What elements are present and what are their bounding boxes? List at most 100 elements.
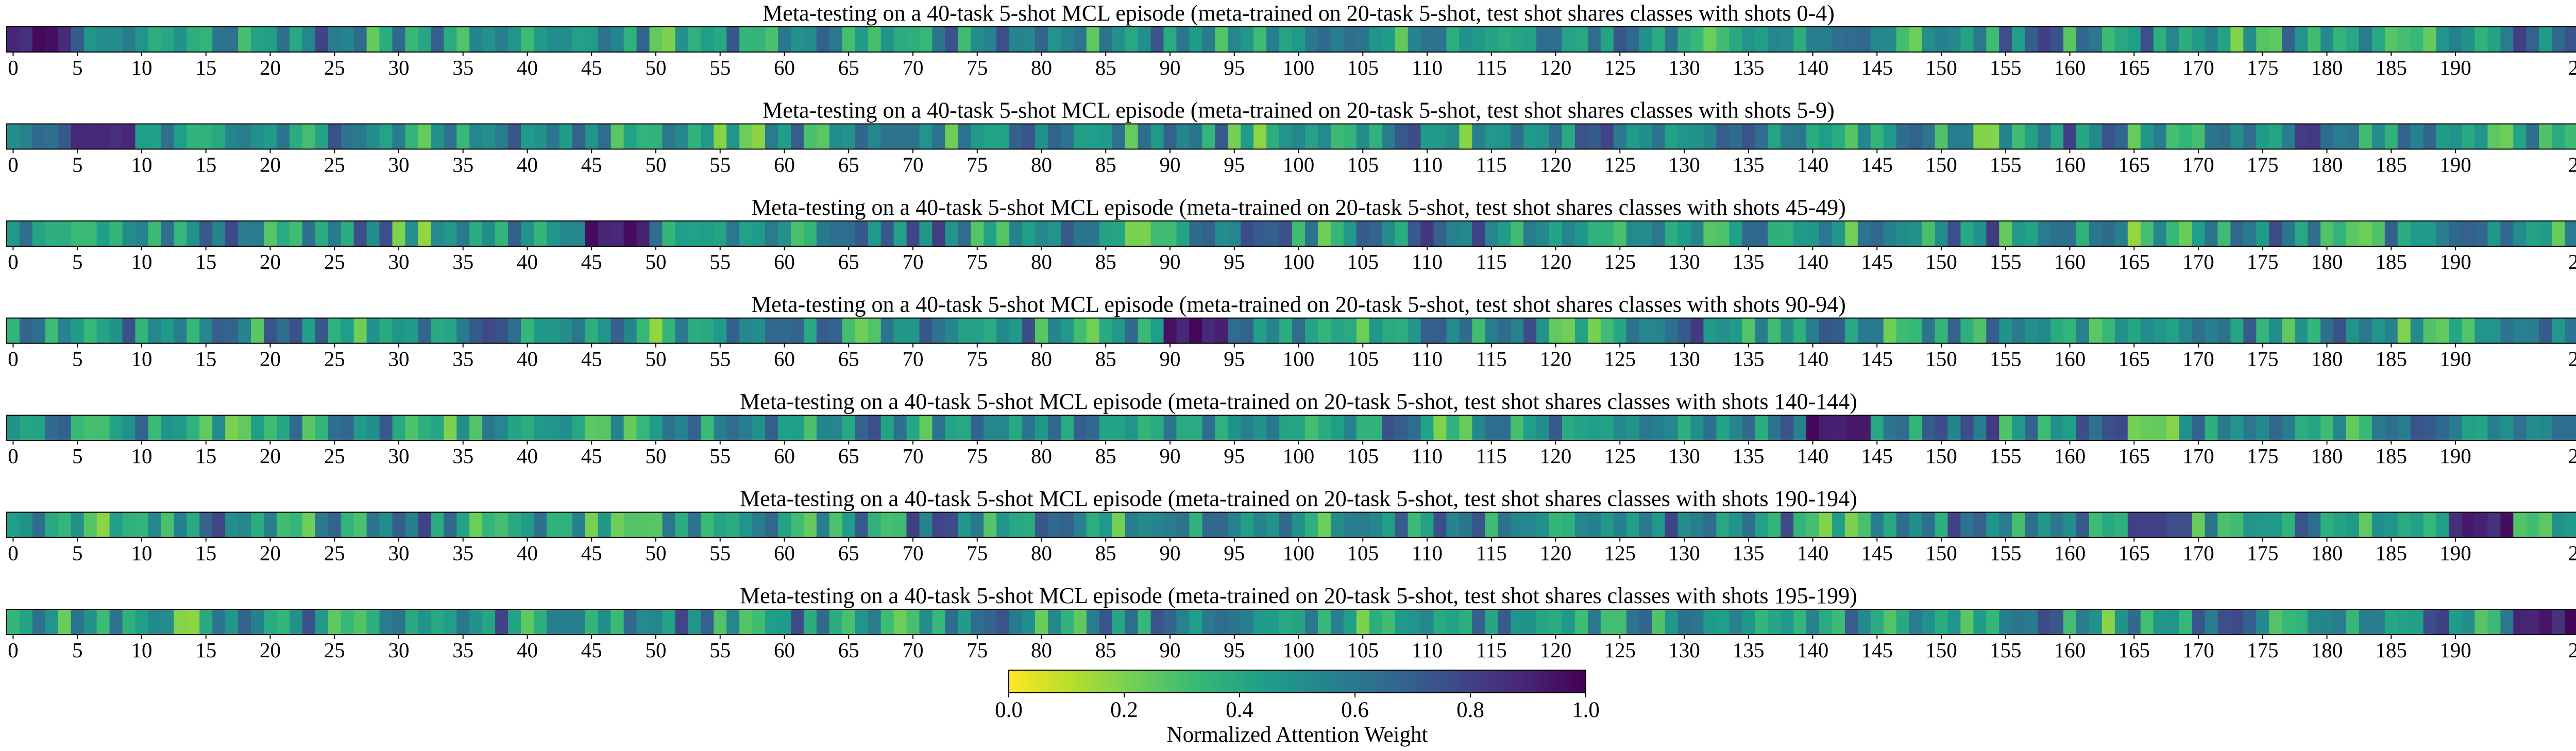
x-tick-label: 130 bbox=[1668, 444, 1700, 468]
heatmap-cell bbox=[1060, 415, 1074, 440]
heatmap-cell bbox=[315, 609, 329, 635]
x-tick-label: 60 bbox=[774, 56, 795, 79]
heatmap-cell bbox=[1574, 221, 1588, 246]
heatmap-cell bbox=[855, 124, 869, 149]
heatmap-cell bbox=[1163, 609, 1177, 635]
heatmap-cell bbox=[611, 415, 624, 440]
heatmap-cell bbox=[1266, 609, 1280, 635]
heatmap-cell bbox=[456, 124, 470, 149]
heatmap-cell bbox=[2423, 415, 2437, 440]
heatmap-cell bbox=[2256, 512, 2269, 538]
heatmap-cell bbox=[1781, 221, 1794, 246]
x-tick-label: 125 bbox=[1604, 56, 1636, 79]
heatmap-cell bbox=[122, 609, 136, 635]
x-tick-label: 180 bbox=[2311, 347, 2343, 371]
heatmap-cell bbox=[598, 27, 612, 52]
x-tick-label: 140 bbox=[1797, 638, 1829, 662]
heatmap-cell bbox=[1253, 609, 1267, 635]
heatmap-cell bbox=[1176, 27, 1190, 52]
heatmap-cell bbox=[2127, 221, 2141, 246]
heatmap-cell bbox=[1716, 609, 1730, 635]
heatmap-cell bbox=[2089, 512, 2103, 538]
heatmap-cell bbox=[1665, 27, 1679, 52]
heatmap-cell bbox=[2243, 27, 2257, 52]
x-tick-label: 180 bbox=[2311, 541, 2343, 565]
heatmap-cell bbox=[958, 318, 971, 344]
heatmap-cell bbox=[1806, 512, 1820, 538]
heatmap-cell bbox=[2449, 415, 2463, 440]
heatmap-cell bbox=[1857, 124, 1871, 149]
heatmap-cell bbox=[533, 609, 547, 635]
heatmap-cell bbox=[2308, 27, 2321, 52]
x-tick-label: 160 bbox=[2054, 250, 2086, 274]
heatmap-cell bbox=[2269, 609, 2282, 635]
heatmap-cell bbox=[2205, 124, 2218, 149]
heatmap-cell bbox=[315, 221, 329, 246]
heatmap-cell bbox=[1523, 221, 1537, 246]
heatmap-cell bbox=[1755, 124, 1768, 149]
heatmap-cell bbox=[1459, 124, 1472, 149]
x-tick-label: 20 bbox=[260, 638, 281, 662]
heatmap-cell bbox=[289, 415, 303, 440]
heatmap-cell bbox=[1639, 318, 1653, 344]
x-tick-label: 55 bbox=[709, 541, 731, 565]
heatmap-cell bbox=[675, 609, 688, 635]
x-tick-label: 40 bbox=[517, 250, 538, 274]
heatmap-cell bbox=[1253, 221, 1267, 246]
heatmap-cell bbox=[431, 124, 444, 149]
heatmap-cell bbox=[2192, 318, 2206, 344]
heatmap-cell bbox=[1202, 609, 1215, 635]
heatmap-cell bbox=[1896, 221, 1910, 246]
heatmap-cell bbox=[225, 512, 239, 538]
heatmap-cell bbox=[1330, 27, 1344, 52]
heatmap-cell bbox=[405, 124, 419, 149]
heatmap-cell bbox=[1742, 512, 1755, 538]
heatmap-cell bbox=[1574, 512, 1588, 538]
x-tick-label: 30 bbox=[388, 444, 409, 468]
heatmap-cell bbox=[353, 415, 367, 440]
heatmap-cell bbox=[482, 124, 496, 149]
x-tick-label: 105 bbox=[1347, 153, 1379, 177]
heatmap-cell bbox=[1073, 221, 1087, 246]
x-tick-label: 115 bbox=[1476, 250, 1507, 274]
heatmap-cell bbox=[1999, 609, 2012, 635]
heatmap-cell bbox=[1677, 318, 1691, 344]
heatmap-cell bbox=[2359, 124, 2372, 149]
x-tick-label: 100 bbox=[1283, 56, 1315, 79]
heatmap-cell bbox=[2217, 609, 2231, 635]
heatmap-cell bbox=[996, 318, 1010, 344]
heatmap-cell bbox=[2282, 318, 2295, 344]
heatmap-cell bbox=[251, 415, 264, 440]
heatmap-cell bbox=[212, 318, 226, 344]
heatmap-cell bbox=[996, 609, 1010, 635]
heatmap-cell bbox=[1498, 512, 1511, 538]
heatmap-cell bbox=[2449, 512, 2463, 538]
heatmap-cell bbox=[32, 512, 46, 538]
heatmap-cell bbox=[842, 512, 856, 538]
heatmap-cell bbox=[1112, 124, 1126, 149]
x-tick-label: 185 bbox=[2376, 153, 2408, 177]
heatmap-cell bbox=[1793, 221, 1807, 246]
heatmap-cell bbox=[1819, 512, 1833, 538]
x-tick-label: 175 bbox=[2247, 347, 2279, 371]
heatmap-cell bbox=[276, 318, 290, 344]
heatmap-cell bbox=[2192, 124, 2206, 149]
heatmap-cell bbox=[688, 415, 701, 440]
heatmap-cell bbox=[1279, 318, 1293, 344]
heatmap-cell bbox=[521, 415, 534, 440]
heatmap-cell bbox=[880, 124, 894, 149]
heatmap-cell bbox=[649, 124, 663, 149]
x-tick-label: 165 bbox=[2119, 541, 2150, 565]
heatmap-cell bbox=[1652, 415, 1666, 440]
heatmap-cell bbox=[803, 415, 817, 440]
x-tick-label: 75 bbox=[967, 250, 988, 274]
heatmap-cell bbox=[714, 415, 727, 440]
heatmap-cell bbox=[2153, 415, 2167, 440]
heatmap-cell bbox=[302, 221, 316, 246]
heatmap-cell bbox=[649, 221, 663, 246]
heatmap-cell bbox=[598, 124, 612, 149]
heatmap-cell bbox=[353, 512, 367, 538]
heatmap-cell bbox=[662, 27, 676, 52]
x-tick-label: 20 bbox=[260, 153, 281, 177]
